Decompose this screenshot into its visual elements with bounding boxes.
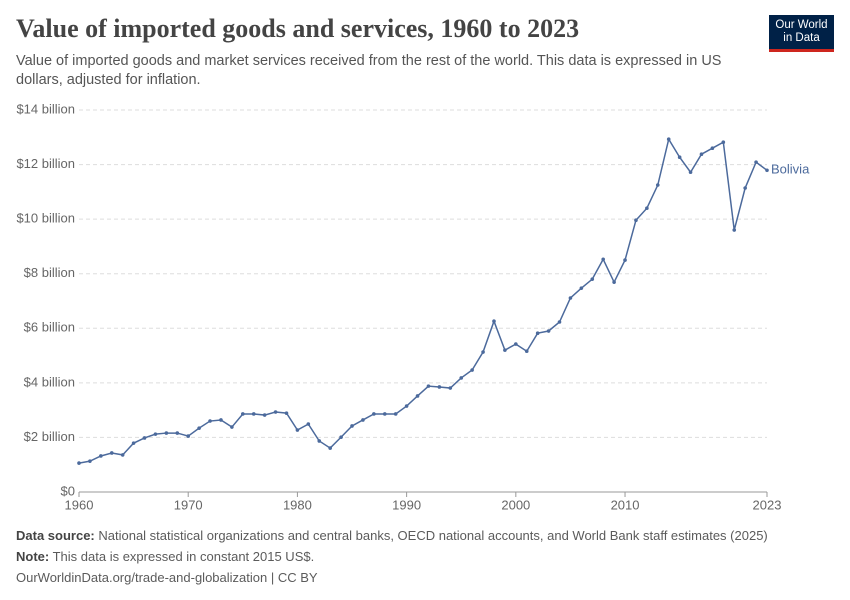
point: [241, 412, 245, 416]
point: [306, 422, 311, 426]
note: Note: This data is expressed in constant…: [16, 549, 314, 564]
point: [230, 425, 234, 429]
point: [88, 459, 92, 463]
y-tick-label: $4 billion: [24, 374, 75, 389]
point: [99, 454, 103, 458]
point: [492, 319, 496, 323]
point: [361, 418, 365, 422]
point: [437, 385, 442, 389]
point: [721, 140, 726, 144]
point: [503, 348, 507, 352]
point: [77, 461, 81, 465]
point: [175, 431, 180, 435]
point: [328, 446, 332, 450]
point: [754, 160, 758, 164]
point: [251, 412, 256, 416]
y-tick-label: $8 billion: [24, 265, 75, 280]
point: [448, 386, 453, 390]
point: [655, 183, 660, 187]
chart-subtitle: Value of imported goods and market servi…: [16, 53, 722, 88]
x-tick-label: 2000: [501, 497, 530, 512]
point: [109, 451, 114, 455]
point: [601, 257, 605, 262]
point: [186, 434, 191, 438]
point: [634, 218, 638, 223]
point: [590, 277, 595, 281]
chart-title: Value of imported goods and services, 19…: [16, 14, 580, 43]
point: [350, 424, 354, 428]
x-tick-label: 2010: [611, 497, 640, 512]
y-tick-label: $2 billion: [24, 429, 75, 444]
point: [219, 418, 223, 422]
logo-line: in Data: [783, 32, 820, 44]
point: [645, 206, 649, 211]
point: [612, 280, 616, 284]
point: [404, 404, 409, 408]
point: [426, 384, 431, 388]
point: [699, 152, 704, 157]
note-text: This data is expressed in constant 2015 …: [52, 549, 315, 564]
point: [765, 168, 769, 173]
point: [688, 170, 693, 175]
point: [732, 228, 737, 232]
y-tick-label: $6 billion: [24, 320, 75, 335]
point: [546, 329, 551, 333]
point: [415, 394, 420, 398]
point: [208, 419, 212, 423]
point: [623, 258, 627, 262]
logo-line: Our World: [775, 19, 828, 31]
source: Data source: National statistical organi…: [16, 528, 768, 543]
point: [142, 436, 147, 440]
x-tick-label: 1980: [283, 497, 312, 512]
point: [372, 412, 376, 416]
point: [568, 296, 573, 300]
point: [535, 331, 540, 335]
point: [481, 350, 485, 354]
url[interactable]: OurWorldinData.org/trade-and-globalizati…: [16, 570, 318, 585]
point: [393, 412, 398, 416]
point: [524, 349, 529, 354]
point: [131, 441, 136, 445]
point: [382, 412, 387, 416]
point: [710, 146, 715, 150]
x-tick-label: 1990: [392, 497, 421, 512]
point: [459, 376, 464, 380]
series-label: Bolivia: [771, 162, 810, 177]
point: [339, 435, 343, 439]
logo[interactable]: Our World in Data: [769, 15, 834, 52]
source-label: Data source:: [16, 528, 95, 543]
y-tick-label: $0: [61, 483, 75, 498]
point: [470, 368, 474, 372]
point: [120, 453, 125, 457]
point: [666, 137, 671, 141]
point: [514, 342, 518, 346]
point: [579, 286, 584, 290]
y-tick-label: $10 billion: [16, 211, 75, 226]
y-tick-label: $14 billion: [16, 101, 75, 116]
point: [262, 413, 267, 417]
point: [153, 432, 158, 436]
point: [317, 439, 322, 443]
note-label: Note:: [16, 549, 50, 564]
y-tick-label: $12 billion: [16, 156, 75, 171]
x-tick-label: 1970: [174, 497, 203, 512]
source-text: National statistical organizations and c…: [98, 528, 768, 543]
point: [295, 428, 300, 432]
point: [197, 426, 201, 430]
point: [284, 411, 289, 415]
x-tick-label: 2023: [753, 497, 782, 512]
point: [743, 186, 747, 190]
point: [273, 410, 278, 414]
x-tick-label: 1960: [65, 497, 94, 512]
point: [557, 320, 562, 324]
series-line: [78, 137, 768, 464]
point: [164, 431, 169, 435]
point: [677, 155, 682, 160]
